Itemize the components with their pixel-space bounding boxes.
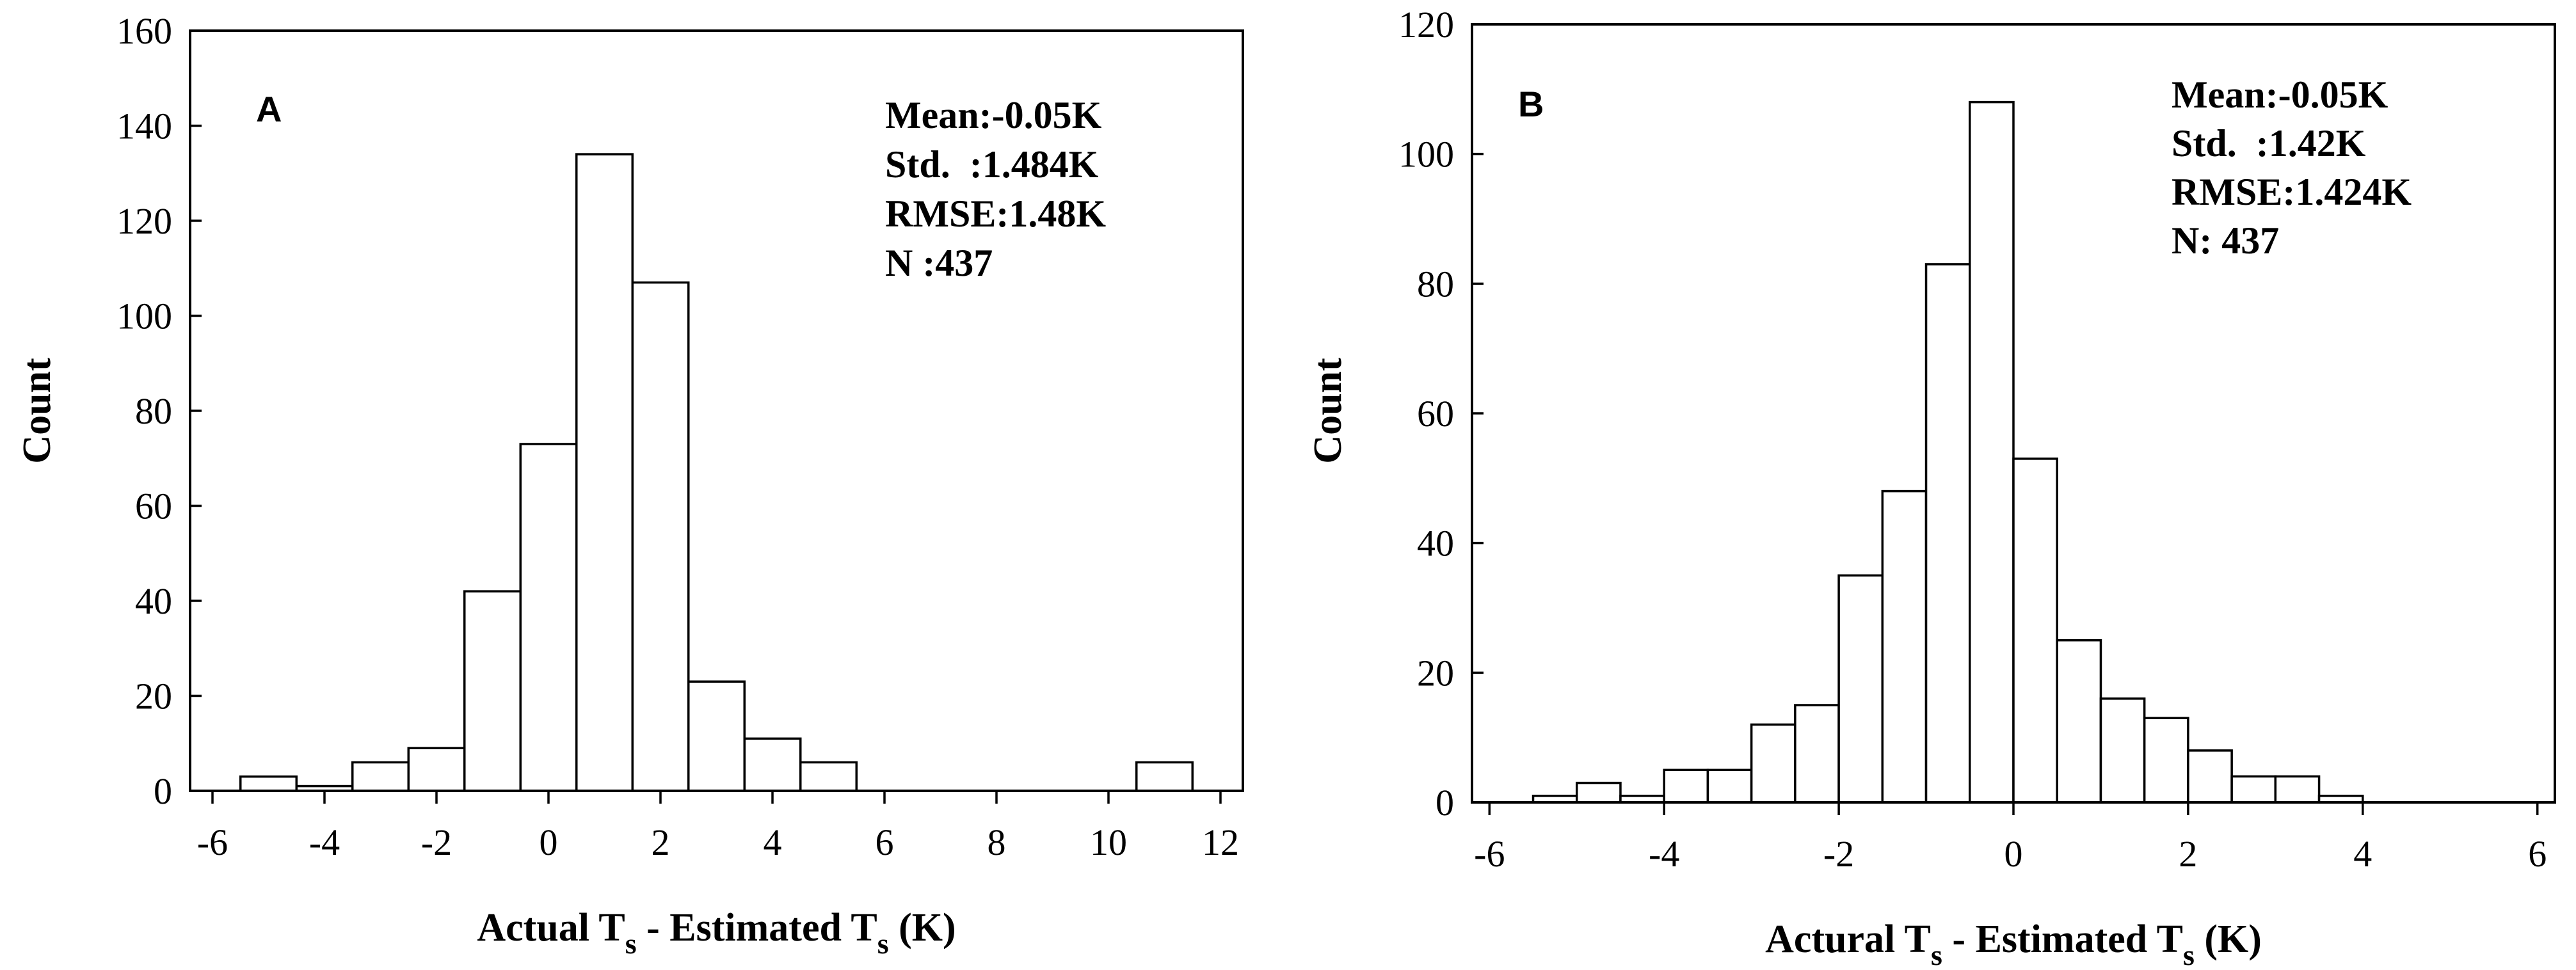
- histogram-bar: [1575, 781, 1622, 804]
- histogram-bar: [575, 153, 634, 792]
- stats-annotation: N: 437: [2172, 219, 2279, 262]
- x-axis-title-part: - Estimated T: [1942, 918, 2183, 961]
- stats-annotation: Std. :1.484K: [885, 143, 1099, 186]
- histogram-bar: [2056, 639, 2102, 804]
- x-axis-title: Actual Ts - Estimated Ts (K): [477, 906, 956, 960]
- x-tick-label: 4: [2353, 833, 2372, 875]
- y-axis-title: Count: [15, 358, 59, 464]
- histogram-bar: [2143, 717, 2189, 804]
- x-tick-label: 0: [540, 822, 558, 863]
- y-tick-label: 100: [116, 296, 172, 337]
- histogram-bar: [2187, 749, 2233, 804]
- y-tick-label: 0: [1436, 782, 1454, 823]
- x-tick-label: 4: [764, 822, 782, 863]
- y-tick-label: 60: [1417, 393, 1454, 434]
- y-tick-label: 80: [135, 390, 172, 432]
- histogram-bar: [1706, 768, 1753, 804]
- histogram-panel-a: 0 20 40 60 80 100 120 140 160 -6 -4 -2 0 2 4 6 8 10 12 Coun…: [15, 10, 1244, 960]
- x-tick-label: 6: [2528, 833, 2547, 875]
- stats-annotation: RMSE:1.48K: [885, 193, 1106, 235]
- x-tick-label: 8: [988, 822, 1006, 863]
- stats-annotation: Mean:-0.05K: [2172, 74, 2388, 116]
- x-axis-title: Actural Ts - Estimated Ts (K): [1765, 918, 2262, 970]
- histogram-bar: [799, 761, 858, 792]
- histogram-bar: [239, 775, 298, 792]
- histogram-bar: [1663, 768, 1709, 804]
- histogram-bar: [1924, 263, 1971, 804]
- histogram-bar: [1881, 489, 1928, 804]
- y-tick-label: 120: [116, 200, 172, 242]
- histogram-bar: [351, 761, 410, 792]
- y-tick-label: 60: [135, 486, 172, 527]
- x-axis-title-part: Actual T: [477, 906, 625, 950]
- histogram-bar: [2099, 697, 2146, 804]
- x-tick-label: -2: [1823, 833, 1854, 875]
- y-tick-label: 120: [1398, 4, 1454, 45]
- x-axis-title-part: (K): [2195, 918, 2262, 961]
- histogram-bar: [2274, 775, 2321, 804]
- stats-annotation: Mean:-0.05K: [885, 94, 1102, 136]
- histogram-bar: [519, 443, 578, 792]
- x-axis-title-part: Actural T: [1765, 918, 1931, 961]
- histogram-bar: [1837, 574, 1884, 804]
- y-tick-label: 20: [135, 676, 172, 717]
- y-tick-label: 80: [1417, 263, 1454, 305]
- x-axis-title-part: (K): [889, 906, 956, 950]
- x-tick-label: -6: [197, 822, 228, 863]
- histogram-bar: [1794, 704, 1840, 804]
- histogram-bar: [743, 737, 802, 792]
- histogram-bar: [1750, 723, 1796, 804]
- x-tick-label: 6: [876, 822, 894, 863]
- x-tick-label: -6: [1474, 833, 1505, 875]
- histogram-bar: [463, 590, 522, 792]
- histogram-bar: [2230, 775, 2277, 804]
- histogram-bar: [1969, 100, 2015, 804]
- x-axis-title-part: - Estimated T: [637, 906, 877, 950]
- y-tick-label: 140: [116, 106, 172, 147]
- x-axis-title-subscript: s: [625, 927, 637, 960]
- x-axis-title-subscript: s: [2183, 939, 2195, 970]
- y-tick-label: 40: [135, 580, 172, 622]
- y-tick-label: 40: [1417, 523, 1454, 564]
- x-tick-label: 10: [1090, 822, 1127, 863]
- y-tick-label: 160: [116, 10, 172, 52]
- x-tick-label: -4: [309, 822, 340, 863]
- x-tick-label: 0: [2004, 833, 2023, 875]
- histogram-bar: [407, 747, 466, 792]
- panel-label: A: [256, 89, 282, 129]
- x-axis-title-subscript: s: [1931, 939, 1942, 970]
- panel-label: B: [1518, 84, 1544, 124]
- x-axis-title-subscript: s: [877, 927, 889, 960]
- y-tick-label: 0: [154, 770, 172, 812]
- histogram-bar: [2012, 457, 2058, 804]
- y-tick-label: 100: [1398, 134, 1454, 175]
- x-tick-label: -2: [421, 822, 452, 863]
- x-tick-label: 2: [2179, 833, 2197, 875]
- stats-annotation: Std. :1.42K: [2172, 122, 2366, 164]
- y-tick-label: 20: [1417, 652, 1454, 694]
- stats-annotation: N :437: [885, 242, 993, 284]
- x-tick-label: 2: [652, 822, 670, 863]
- histogram-bar: [687, 680, 746, 792]
- x-tick-label: -4: [1649, 833, 1679, 875]
- histogram-bar: [631, 281, 690, 792]
- stats-annotation: RMSE:1.424K: [2172, 171, 2412, 213]
- histogram-bar: [1135, 761, 1194, 792]
- x-tick-label: 12: [1202, 822, 1239, 863]
- y-axis-title: Count: [1306, 358, 1350, 464]
